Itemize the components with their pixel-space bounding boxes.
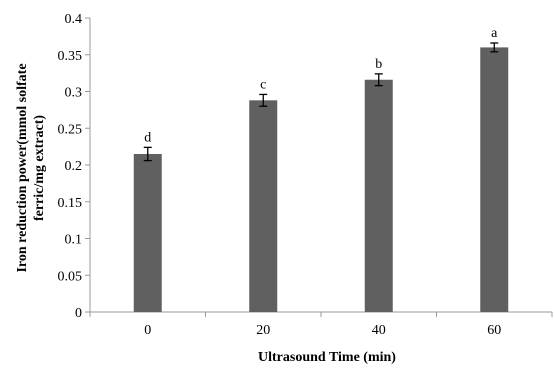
y-tick-label: 0.35 <box>58 49 83 64</box>
bar-20 <box>249 100 278 312</box>
y-tick-label: 0.3 <box>65 86 83 101</box>
x-tick-label: 20 <box>256 323 270 338</box>
x-axis-title: Ultrasound Time (min) <box>258 350 396 365</box>
bar-60 <box>480 47 509 313</box>
bar-0 <box>133 153 162 312</box>
error-bar-40 <box>374 73 383 87</box>
significance-label-60: a <box>491 26 498 41</box>
y-axis-ticks: 0 0.05 0.1 0.15 0.2 0.25 0.3 0.35 0.4 <box>58 12 90 321</box>
y-tick-label: 0.15 <box>58 196 83 211</box>
significance-label-0: d <box>144 130 151 145</box>
y-axis-title-line-1: Iron reduction power(mmol solfate <box>15 63 30 272</box>
y-tick-label: 0.25 <box>58 122 83 137</box>
y-axis-title-line-2: ferric/mg extract) <box>32 115 47 221</box>
bar-40 <box>364 79 393 313</box>
error-bar-60 <box>490 42 499 53</box>
bars: d c b a <box>133 26 509 313</box>
y-tick-label: 0.05 <box>58 269 83 284</box>
significance-label-40: b <box>375 57 382 72</box>
y-tick-label: 0 <box>75 306 82 321</box>
y-tick-label: 0.2 <box>65 159 83 174</box>
x-tick-label: 40 <box>372 323 386 338</box>
error-bar-0 <box>143 146 152 162</box>
y-tick-label: 0.1 <box>65 233 83 248</box>
significance-label-20: c <box>260 77 266 92</box>
x-axis <box>89 311 553 317</box>
x-tick-label: 60 <box>487 323 501 338</box>
y-axis-title: Iron reduction power(mmol solfate ferric… <box>15 63 47 272</box>
x-axis-ticks: 0 20 40 60 <box>144 323 501 338</box>
y-tick-label: 0.4 <box>65 12 83 27</box>
error-bar-20 <box>259 93 268 107</box>
x-tick-label: 0 <box>144 323 151 338</box>
